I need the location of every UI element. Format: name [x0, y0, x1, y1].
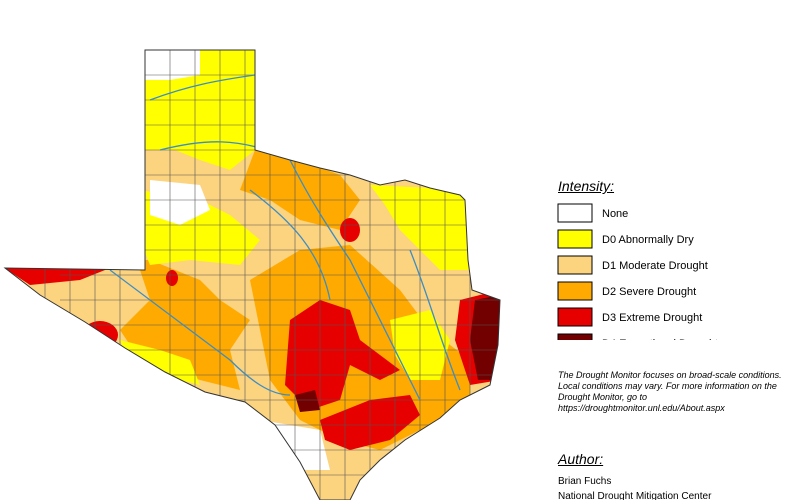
- legend-label: D3 Extreme Drought: [602, 312, 702, 324]
- drought-map: [4, 49, 501, 500]
- legend-swatch: [557, 281, 593, 301]
- legend-swatch: [557, 307, 593, 327]
- author-title: Author:: [558, 451, 604, 467]
- drought-areas: [5, 50, 500, 500]
- d3-area: [166, 270, 178, 286]
- d3-area: [340, 218, 360, 242]
- author-name: Brian Fuchs: [558, 476, 612, 487]
- legend-label: D0 Abnormally Dry: [602, 234, 694, 246]
- legend-swatch: [557, 333, 593, 340]
- rivers: [109, 74, 461, 401]
- d4-area: [295, 390, 320, 412]
- d0-area: [145, 50, 255, 170]
- legend-label: D2 Severe Drought: [602, 286, 696, 298]
- legend: None D0 Abnormally Dry D1 Moderate Drought…: [557, 203, 718, 340]
- legend-title: Intensity:: [558, 178, 615, 194]
- none-area: [145, 50, 200, 80]
- legend-label: D1 Moderate Drought: [602, 260, 708, 272]
- legend-label: None: [602, 208, 628, 220]
- legend-label: D4 Exceptional Drought: [602, 338, 718, 340]
- d3-area: [5, 265, 110, 285]
- legend-swatch: [557, 203, 593, 223]
- legend-swatch: [557, 255, 593, 275]
- legend-swatch: [557, 229, 593, 249]
- d0-area: [120, 340, 200, 385]
- d4-area: [470, 295, 500, 380]
- author-organization: National Drought Mitigation Center: [558, 491, 712, 500]
- note: The Drought Monitor focuses on broad-sca…: [558, 370, 782, 413]
- d3-area: [285, 300, 400, 410]
